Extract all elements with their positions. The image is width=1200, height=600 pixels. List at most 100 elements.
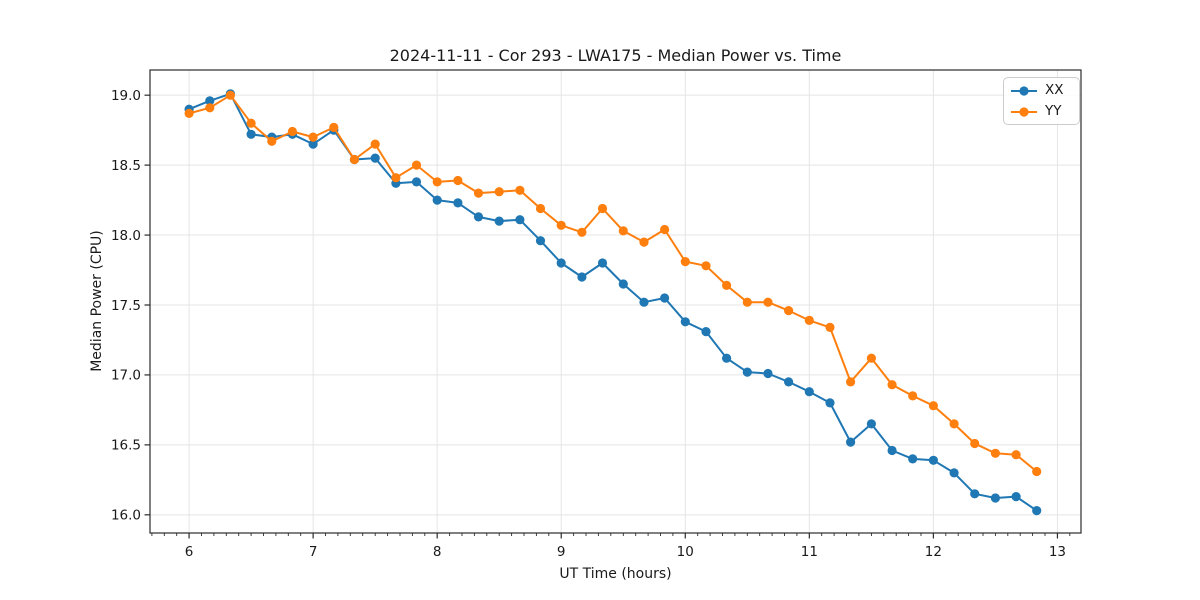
data-point-YY <box>990 448 1001 458</box>
data-point-YY <box>308 132 318 142</box>
data-point-YY <box>184 108 194 118</box>
x-tick-label-13: 13 <box>1049 544 1066 560</box>
data-point-YY <box>391 173 401 183</box>
data-point-YY <box>432 177 442 187</box>
data-point-YY <box>246 118 256 128</box>
data-point-XX <box>432 195 442 205</box>
data-point-XX <box>970 489 980 499</box>
data-point-YY <box>618 226 628 236</box>
y-tick-label-17: 17.0 <box>111 368 141 384</box>
data-point-XX <box>618 279 628 289</box>
data-point-XX <box>246 129 256 139</box>
data-point-YY <box>742 297 752 307</box>
legend-item-xx: XX <box>1010 82 1073 100</box>
data-point-XX <box>784 377 794 387</box>
data-point-XX <box>680 317 690 327</box>
legend-line-marker-icon <box>1011 85 1037 96</box>
data-point-YY <box>1011 450 1021 460</box>
legend-item-yy: YY <box>1010 103 1073 121</box>
x-tick-label-9: 9 <box>557 544 566 560</box>
y-tick-label-17.5: 17.5 <box>111 298 141 314</box>
x-tick-label-6: 6 <box>185 544 194 560</box>
x-tick-label-11: 11 <box>801 544 818 560</box>
data-point-XX <box>1032 506 1042 516</box>
data-point-XX <box>722 353 732 363</box>
data-point-YY <box>535 203 546 214</box>
chart-title: 2024-11-11 - Cor 293 - LWA175 - Median P… <box>389 46 842 65</box>
data-point-YY <box>267 136 277 146</box>
data-point-XX <box>535 236 546 246</box>
data-point-XX <box>742 367 752 377</box>
data-point-YY <box>639 237 649 247</box>
data-point-XX <box>949 468 959 478</box>
data-point-YY <box>660 224 670 235</box>
data-point-XX <box>370 153 380 163</box>
data-point-XX <box>908 454 918 464</box>
data-point-XX <box>494 216 504 226</box>
data-point-XX <box>660 293 670 303</box>
y-tick-label-18.5: 18.5 <box>111 158 141 174</box>
data-point-XX <box>639 297 649 307</box>
data-point-YY <box>473 188 484 198</box>
data-point-YY <box>887 380 897 390</box>
data-point-YY <box>329 122 339 132</box>
series-line-YY <box>188 94 1038 473</box>
y-tick-label-18: 18.0 <box>111 228 141 244</box>
data-point-YY <box>556 220 566 230</box>
series-line-XX <box>188 92 1038 512</box>
data-point-XX <box>556 258 566 268</box>
data-point-YY <box>701 261 711 271</box>
data-point-XX <box>205 96 215 106</box>
data-point-XX <box>597 258 608 268</box>
legend: XX YY <box>1003 77 1080 125</box>
data-point-YY <box>804 315 814 325</box>
legend-label: XX <box>1045 81 1064 98</box>
legend-line-marker-icon <box>1011 106 1037 117</box>
legend-label: YY <box>1045 102 1062 119</box>
x-tick-label-7: 7 <box>309 544 318 560</box>
data-point-XX <box>763 368 773 379</box>
data-point-YY <box>1032 466 1042 477</box>
data-point-XX <box>1011 492 1021 502</box>
y-tick-label-16.5: 16.5 <box>111 438 141 454</box>
data-point-XX <box>473 212 484 222</box>
data-point-YY <box>763 297 773 307</box>
data-point-XX <box>866 419 877 429</box>
data-point-YY <box>515 185 525 195</box>
x-tick-label-12: 12 <box>925 544 942 560</box>
data-point-YY <box>908 391 918 401</box>
data-point-XX <box>804 387 814 397</box>
data-point-YY <box>287 126 297 137</box>
data-point-XX <box>701 327 711 337</box>
x-tick-label-10: 10 <box>677 544 694 560</box>
data-point-XX <box>990 493 1001 503</box>
data-point-YY <box>680 257 690 267</box>
data-point-YY <box>349 154 359 165</box>
data-point-XX <box>887 445 897 456</box>
x-tick-label-8: 8 <box>433 544 442 560</box>
data-point-XX <box>825 398 835 408</box>
data-point-XX <box>846 437 856 447</box>
data-point-XX <box>453 198 463 208</box>
data-point-XX <box>411 177 422 187</box>
x-axis-label: UT Time (hours) <box>559 566 672 582</box>
data-point-YY <box>453 175 463 186</box>
data-point-YY <box>866 353 877 363</box>
data-point-YY <box>411 160 422 170</box>
data-point-YY <box>949 419 959 429</box>
data-point-YY <box>205 103 215 113</box>
data-point-YY <box>370 139 380 149</box>
data-point-YY <box>825 322 835 332</box>
data-point-XX <box>515 215 525 225</box>
data-point-YY <box>577 227 587 237</box>
data-point-XX <box>577 272 587 282</box>
data-point-YY <box>928 401 939 411</box>
y-tick-label-16: 16.0 <box>111 508 141 524</box>
y-tick-label-19: 19.0 <box>111 88 141 104</box>
data-point-YY <box>722 280 732 290</box>
data-point-XX <box>308 139 318 149</box>
data-point-YY <box>970 438 980 449</box>
data-point-YY <box>494 187 504 197</box>
